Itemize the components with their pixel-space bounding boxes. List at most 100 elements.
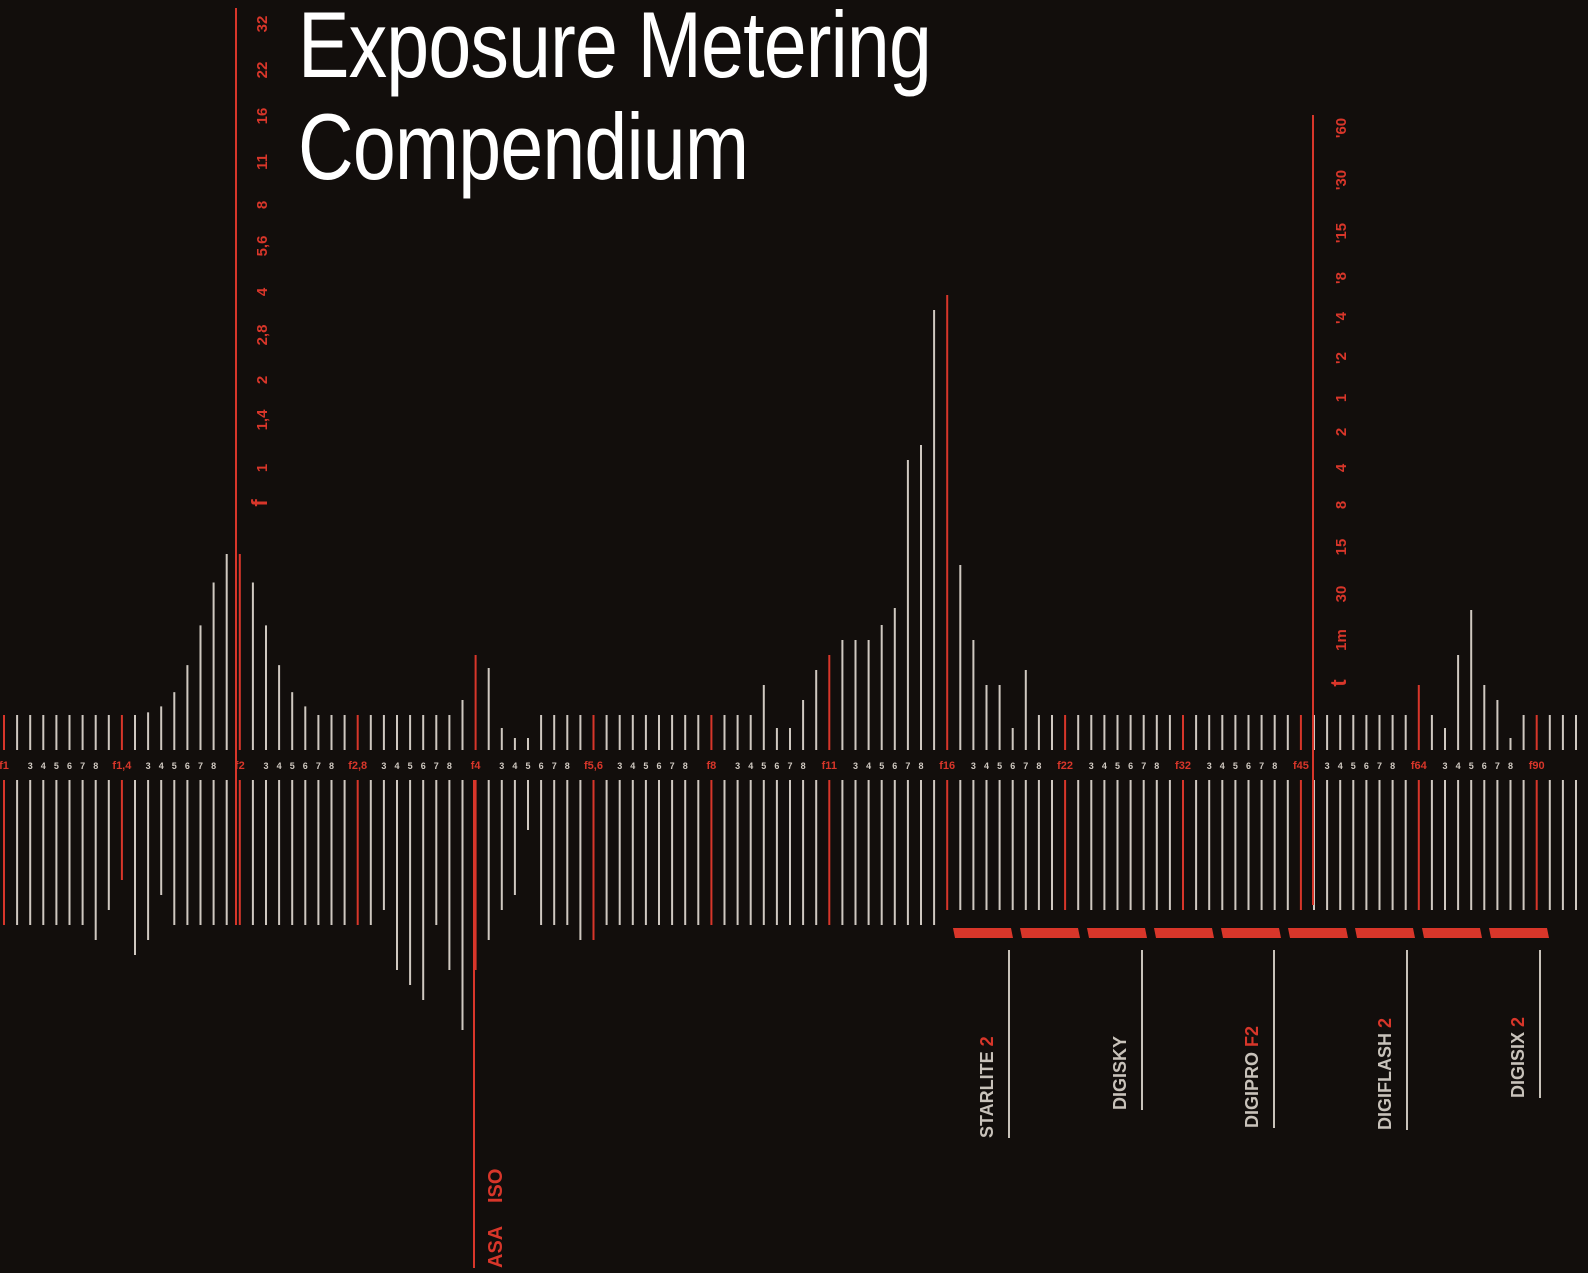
scale-major-label: f8 bbox=[707, 760, 717, 772]
scale-major-label: f32 bbox=[1175, 760, 1191, 772]
scale-minor-label: 7 bbox=[670, 761, 675, 771]
aperture-value: 32 bbox=[254, 16, 271, 33]
band-segment bbox=[1221, 928, 1281, 938]
aperture-value: 1,4 bbox=[254, 409, 271, 431]
time-value: 8 bbox=[1333, 501, 1350, 509]
product-name: DIGIFLASH bbox=[1375, 1033, 1395, 1130]
scale-axes bbox=[235, 8, 1314, 1268]
scale-minor-label: 8 bbox=[1508, 761, 1513, 771]
time-value: 4 bbox=[1333, 463, 1350, 472]
scale-minor-label: 5 bbox=[54, 761, 59, 771]
band-segment bbox=[1020, 928, 1080, 938]
product-label: DIGISIX 2 bbox=[1508, 1017, 1528, 1098]
scale-major-label: f22 bbox=[1057, 760, 1073, 772]
scale-minor-label: 7 bbox=[198, 761, 203, 771]
aperture-value: 5,6 bbox=[254, 236, 271, 257]
band-segment bbox=[1489, 928, 1549, 938]
scale-minor-label: 5 bbox=[879, 761, 884, 771]
scale-minor-label: 8 bbox=[683, 761, 688, 771]
scale-minor-label: 4 bbox=[159, 761, 164, 771]
scale-minor-label: 6 bbox=[303, 761, 308, 771]
scale-major-label: f5,6 bbox=[584, 760, 603, 772]
scale-minor-label: 5 bbox=[172, 761, 177, 771]
scale-minor-label: 3 bbox=[1442, 761, 1447, 771]
scale-minor-label: 8 bbox=[1272, 761, 1277, 771]
scale-minor-label: 4 bbox=[748, 761, 753, 771]
scale-minor-label: 8 bbox=[1036, 761, 1041, 771]
time-value: 1 bbox=[1333, 394, 1350, 402]
product-label: DIGIFLASH 2 bbox=[1375, 1018, 1395, 1130]
aperture-value: 1 bbox=[254, 464, 271, 472]
aperture-value: 2 bbox=[254, 376, 271, 384]
scale-minor-label: 6 bbox=[421, 761, 426, 771]
scale-minor-label: 6 bbox=[1364, 761, 1369, 771]
scale-minor-label: 6 bbox=[67, 761, 72, 771]
scale-minor-label: 6 bbox=[1128, 761, 1133, 771]
scale-minor-label: 4 bbox=[512, 761, 517, 771]
scale-minor-label: 4 bbox=[394, 761, 399, 771]
scale-minor-label: 7 bbox=[905, 761, 910, 771]
scale-minor-label: 3 bbox=[499, 761, 504, 771]
scale-minor-label: 3 bbox=[263, 761, 268, 771]
product-markers: STARLITE 2 DIGISKY DIGIPRO F2 DIGIFLASH 2DI… bbox=[953, 928, 1549, 1138]
band-segment bbox=[1288, 928, 1348, 938]
bar-field bbox=[3, 295, 1577, 1030]
aperture-symbol: f bbox=[247, 499, 272, 507]
time-value: '4 bbox=[1333, 311, 1350, 324]
scale-minor-label: 7 bbox=[552, 761, 557, 771]
time-symbol: t bbox=[1326, 679, 1351, 687]
scale-minor-label: 5 bbox=[643, 761, 648, 771]
scale-major-label: f1 bbox=[0, 760, 9, 772]
scale-minor-label: 7 bbox=[316, 761, 321, 771]
scale-minor-label: 8 bbox=[211, 761, 216, 771]
time-value: 15 bbox=[1333, 539, 1350, 556]
scale-minor-label: 3 bbox=[735, 761, 740, 771]
scale-major-label: f90 bbox=[1529, 760, 1545, 772]
scale-minor-label: 4 bbox=[1102, 761, 1107, 771]
product-label: DIGIPRO F2 bbox=[1242, 1026, 1262, 1128]
scale-minor-label: 7 bbox=[1259, 761, 1264, 771]
scale-major-label: f4 bbox=[471, 760, 482, 772]
iso-label: ISO bbox=[485, 1169, 507, 1203]
scale-minor-label: 7 bbox=[1495, 761, 1500, 771]
product-suffix: 2 bbox=[977, 1036, 997, 1051]
aperture-value: 11 bbox=[254, 154, 271, 170]
scale-minor-label: 5 bbox=[997, 761, 1002, 771]
scale-minor-label: 6 bbox=[539, 761, 544, 771]
scale-minor-label: 6 bbox=[1246, 761, 1251, 771]
scale-minor-label: 8 bbox=[801, 761, 806, 771]
scale-minor-label: 3 bbox=[1207, 761, 1212, 771]
title-line-2: Compendium bbox=[298, 94, 749, 199]
scale-major-label: f16 bbox=[939, 760, 955, 772]
time-value: 30 bbox=[1333, 586, 1350, 603]
scale-major-label: f2 bbox=[235, 760, 245, 772]
scale-minor-label: 5 bbox=[1115, 761, 1120, 771]
scale-minor-label: 4 bbox=[1338, 761, 1343, 771]
aperture-value: 16 bbox=[254, 108, 271, 125]
time-value: '2 bbox=[1333, 352, 1350, 364]
band-segment bbox=[1154, 928, 1214, 938]
scale-minor-label: 3 bbox=[28, 761, 33, 771]
scale-major-label: f1,4 bbox=[112, 760, 132, 772]
product-suffix: 2 bbox=[1508, 1017, 1528, 1032]
scale-labels: f1 3 4 5 6 7 8 f1,4 3 4 5 6 7 8 f2 3 4 5 6 7 8 f2,8 3 4 5 6 7 8 f4 3 4… bbox=[0, 16, 1545, 1268]
scale-minor-label: 3 bbox=[853, 761, 858, 771]
scale-minor-label: 5 bbox=[1351, 761, 1356, 771]
aperture-value: 2,8 bbox=[254, 325, 271, 346]
scale-minor-label: 5 bbox=[408, 761, 413, 771]
scale-minor-label: 8 bbox=[918, 761, 923, 771]
scale-major-label: f64 bbox=[1411, 760, 1428, 772]
scale-minor-label: 4 bbox=[630, 761, 635, 771]
band-segment bbox=[1355, 928, 1415, 938]
scale-minor-label: 6 bbox=[185, 761, 190, 771]
scale-minor-label: 8 bbox=[1390, 761, 1395, 771]
scale-major-label: f2,8 bbox=[348, 760, 367, 772]
band-segment bbox=[953, 928, 1013, 938]
scale-minor-label: 7 bbox=[1141, 761, 1146, 771]
product-name: DIGIPRO bbox=[1242, 1052, 1262, 1128]
scale-minor-label: 3 bbox=[1089, 761, 1094, 771]
scale-minor-label: 3 bbox=[1325, 761, 1330, 771]
scale-minor-label: 4 bbox=[984, 761, 989, 771]
scale-major-label: f45 bbox=[1293, 760, 1309, 772]
